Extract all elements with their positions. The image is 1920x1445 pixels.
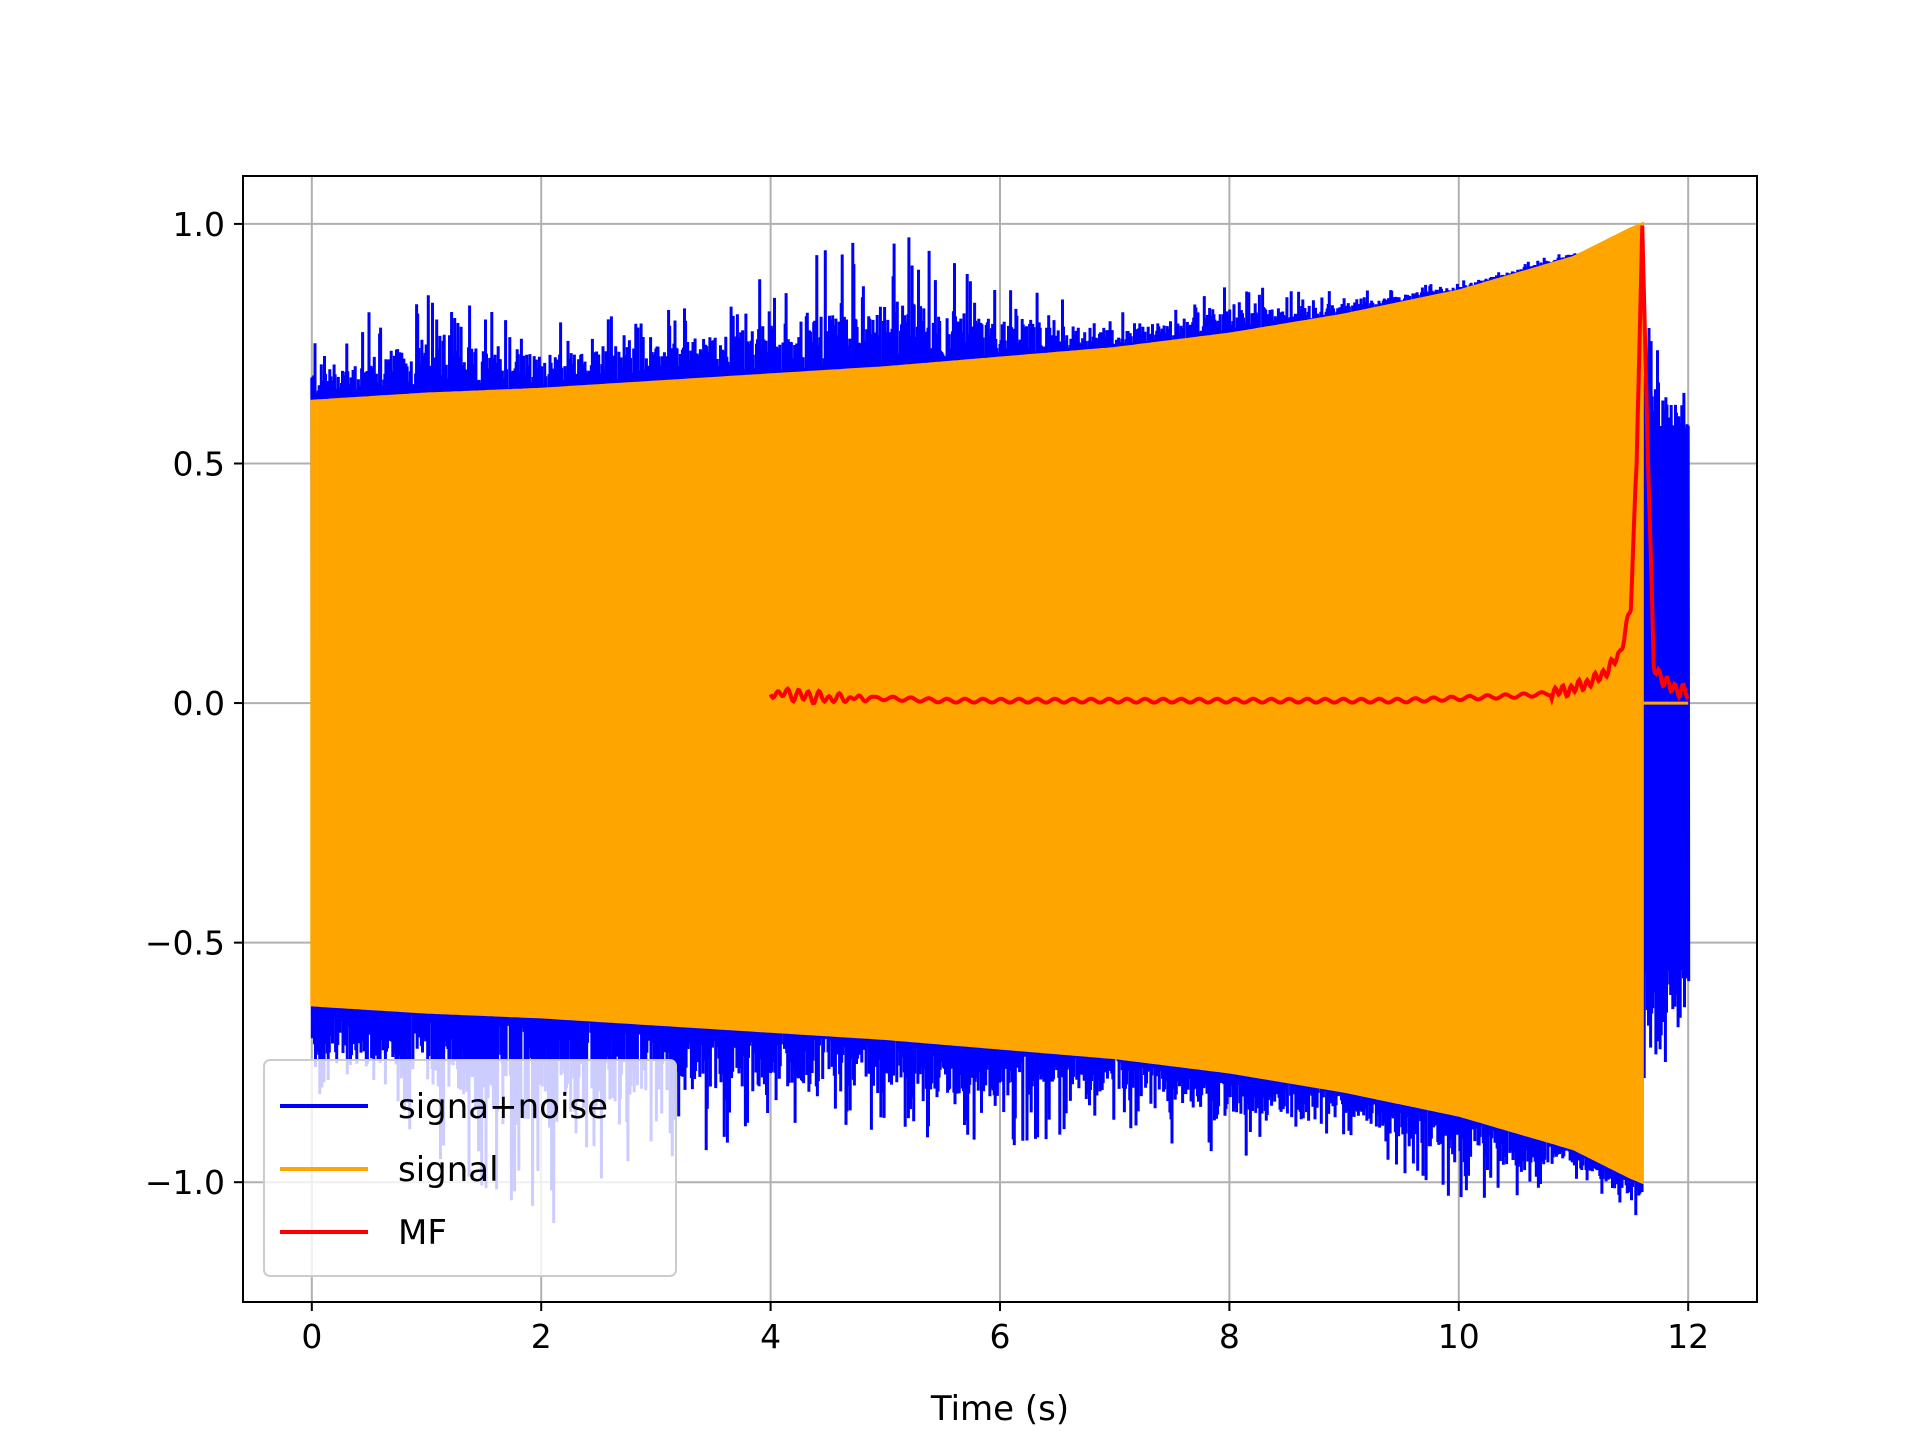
legend-label-signal: signal bbox=[398, 1150, 499, 1190]
x-tick-label: 0 bbox=[301, 1317, 322, 1356]
y-tick-label: 0.5 bbox=[173, 444, 225, 483]
x-tick-label: 2 bbox=[531, 1317, 552, 1356]
x-tick-label: 12 bbox=[1667, 1317, 1709, 1356]
legend-label-signal-plus-noise: signa+noise bbox=[398, 1087, 608, 1127]
legend-label-mf: MF bbox=[398, 1213, 447, 1253]
y-tick-label: 0.0 bbox=[173, 684, 225, 723]
y-tick-label: 1.0 bbox=[173, 205, 225, 244]
x-axis-label: Time (s) bbox=[930, 1389, 1069, 1429]
tick-layer: 0 2 4 6 8 10 12 1.0 0.5 0.0 −0.5 −1.0 bbox=[145, 205, 1709, 1356]
y-tick-label: −0.5 bbox=[145, 924, 225, 963]
data-layer bbox=[310, 221, 1691, 1224]
x-tick-label: 8 bbox=[1219, 1317, 1240, 1356]
x-tick-label: 6 bbox=[990, 1317, 1011, 1356]
x-tick-label: 4 bbox=[760, 1317, 781, 1356]
y-tick-label: −1.0 bbox=[145, 1163, 225, 1202]
x-tick-label: 10 bbox=[1438, 1317, 1480, 1356]
legend-box bbox=[263, 1059, 677, 1277]
series-line-mf bbox=[768, 225, 1690, 707]
legend: signa+noise signal MF bbox=[263, 1059, 677, 1277]
